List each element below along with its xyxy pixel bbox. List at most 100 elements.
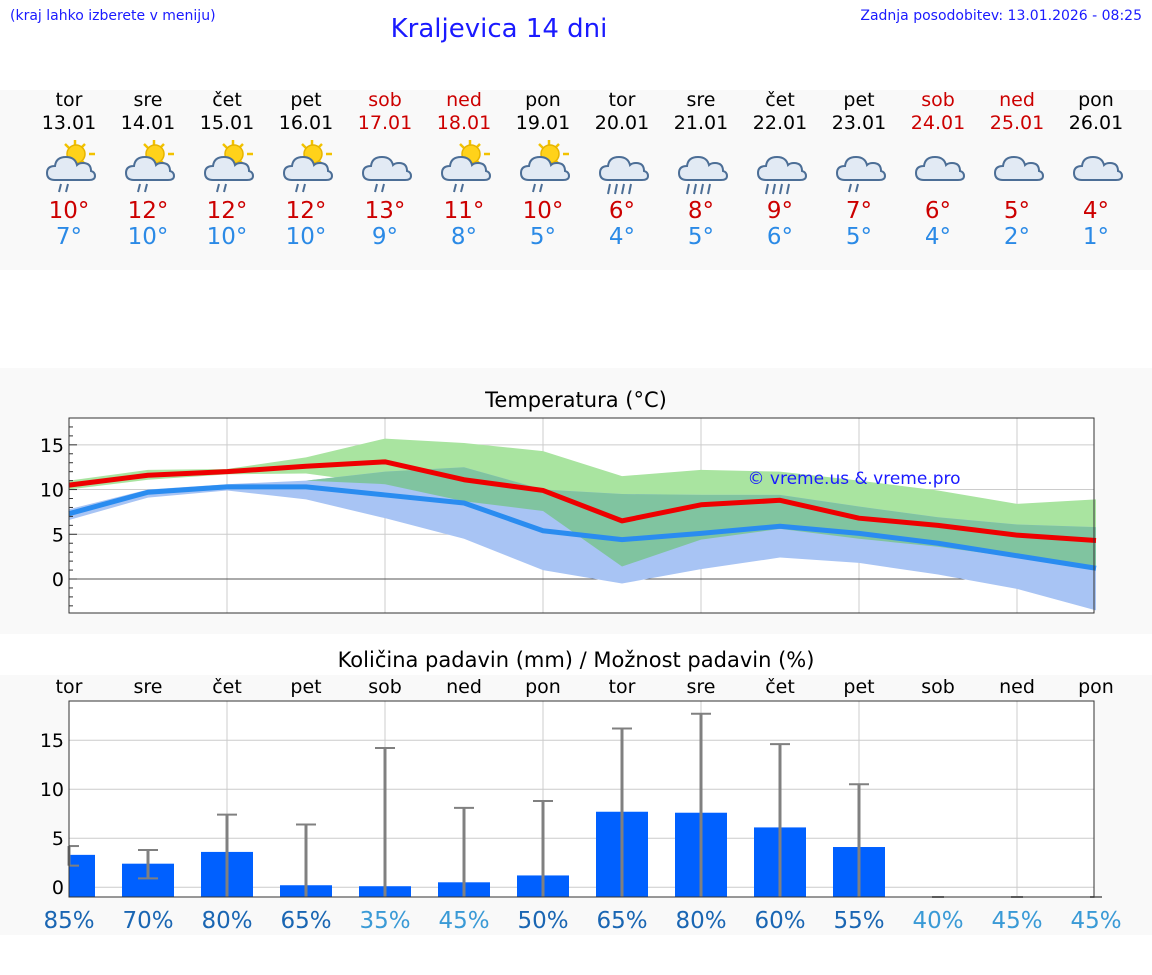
day-name: tor: [55, 89, 83, 111]
day-date: 18.01: [436, 112, 492, 134]
plot-frame: [68, 417, 1095, 614]
day-name: pon: [1078, 89, 1114, 111]
day-date: 21.01: [673, 112, 729, 134]
forecast-day: sob 24.01 6° 4°: [898, 90, 978, 250]
sun-cloud-rain-icon: [282, 140, 334, 193]
day-name: pon: [525, 89, 561, 111]
day-name: pet: [843, 89, 875, 111]
precip-probability: 45%: [1070, 908, 1121, 934]
cloud-icon: [1072, 155, 1124, 181]
day-name: tor: [608, 89, 636, 111]
day-date: 22.01: [752, 112, 808, 134]
temp-max: 6°: [924, 198, 952, 224]
cloud-heavy-rain-icon: [598, 155, 650, 195]
sun-cloud-rain-icon: [45, 140, 97, 193]
cloud-rain-icon: [835, 155, 887, 193]
precip-day-label: tor: [609, 676, 636, 698]
precip-day-label: pon: [525, 676, 561, 698]
temp-min: 10°: [285, 224, 327, 250]
cloud-rain-icon: [361, 155, 413, 193]
y-tick-label: 10: [40, 480, 64, 502]
day-date: 26.01: [1068, 112, 1124, 134]
day-name: ned: [999, 89, 1035, 111]
cloud-icon: [993, 155, 1045, 181]
temp-max: 13°: [364, 198, 406, 224]
temp-max: 5°: [1003, 198, 1031, 224]
precip-probability: 45%: [438, 908, 489, 934]
temperature-chart-title: Temperatura (°C): [485, 388, 667, 412]
temp-max: 12°: [206, 198, 248, 224]
temp-min: 1°: [1082, 224, 1110, 250]
precip-day-label: ned: [446, 676, 482, 698]
precip-bar: [69, 854, 95, 897]
forecast-day: ned 25.01 5° 2°: [977, 90, 1057, 250]
temp-min: 5°: [529, 224, 557, 250]
precipitation-chart-title: Količina padavin (mm) / Možnost padavin …: [337, 648, 815, 672]
y-tick-label: 5: [52, 524, 64, 546]
day-date: 17.01: [357, 112, 413, 134]
temp-min: 5°: [845, 224, 873, 250]
precip-probability: 55%: [833, 908, 884, 934]
temp-min: 4°: [924, 224, 952, 250]
temp-max: 7°: [845, 198, 873, 224]
temp-min: 10°: [127, 224, 169, 250]
forecast-day: čet 15.01 12° 10°: [187, 90, 267, 250]
precip-probability: 50%: [517, 908, 568, 934]
day-name: sob: [921, 89, 955, 111]
location-hint: (kraj lahko izberete v meniju): [10, 8, 216, 24]
day-name: pet: [290, 89, 322, 111]
y-tick-label: 15: [40, 730, 64, 752]
day-date: 14.01: [120, 112, 176, 134]
temp-min: 7°: [55, 224, 83, 250]
precip-day-label: čet: [212, 676, 242, 698]
day-date: 23.01: [831, 112, 887, 134]
precip-day-label: pet: [290, 676, 321, 698]
overlap-range-band: [69, 467, 1096, 570]
precip-day-label: tor: [56, 676, 83, 698]
day-name: sre: [133, 89, 163, 111]
precip-probability: 65%: [280, 908, 331, 934]
temp-max: 11°: [443, 198, 485, 224]
y-tick-label: 5: [52, 828, 64, 850]
precip-day-label: ned: [999, 676, 1035, 698]
day-date: 19.01: [515, 112, 571, 134]
forecast-day: čet 22.01 9° 6°: [740, 90, 820, 250]
forecast-day: ned 18.01 11° 8°: [424, 90, 504, 250]
precip-day-label: sob: [921, 676, 955, 698]
temp-max: 12°: [127, 198, 169, 224]
temp-min: 6°: [766, 224, 794, 250]
sun-cloud-rain-icon: [124, 140, 176, 193]
y-tick-label: 10: [40, 779, 64, 801]
temp-min: 4°: [608, 224, 636, 250]
forecast-day: pon 19.01 10° 5°: [503, 90, 583, 250]
temp-max: 6°: [608, 198, 636, 224]
precip-probability: 45%: [991, 908, 1042, 934]
min-temperature-line: [68, 484, 1097, 571]
temp-max: 4°: [1082, 198, 1110, 224]
precip-probability: 80%: [675, 908, 726, 934]
precip-probability: 40%: [912, 908, 963, 934]
temp-max: 8°: [687, 198, 715, 224]
day-name: čet: [212, 89, 242, 111]
precip-probability: 65%: [596, 908, 647, 934]
cloud-icon: [914, 155, 966, 181]
temp-min: 8°: [450, 224, 478, 250]
precip-probability: 60%: [754, 908, 805, 934]
temp-min: 2°: [1003, 224, 1031, 250]
precip-day-label: čet: [765, 676, 795, 698]
forecast-day: sre 21.01 8° 5°: [661, 90, 741, 250]
day-date: 24.01: [910, 112, 966, 134]
temp-max: 10°: [522, 198, 564, 224]
watermark: © vreme.us & vreme.pro: [747, 469, 960, 489]
precip-day-label: sre: [134, 676, 163, 698]
temp-min: 9°: [371, 224, 399, 250]
sun-cloud-rain-icon: [519, 140, 571, 193]
y-tick-label: 0: [52, 877, 64, 899]
forecast-day: sre 14.01 12° 10°: [108, 90, 188, 250]
day-date: 16.01: [278, 112, 334, 134]
y-tick-label: 15: [40, 435, 64, 457]
forecast-day: tor 20.01 6° 4°: [582, 90, 662, 250]
precip-day-label: pon: [1078, 676, 1114, 698]
temp-max: 9°: [766, 198, 794, 224]
forecast-day: pet 16.01 12° 10°: [266, 90, 346, 250]
